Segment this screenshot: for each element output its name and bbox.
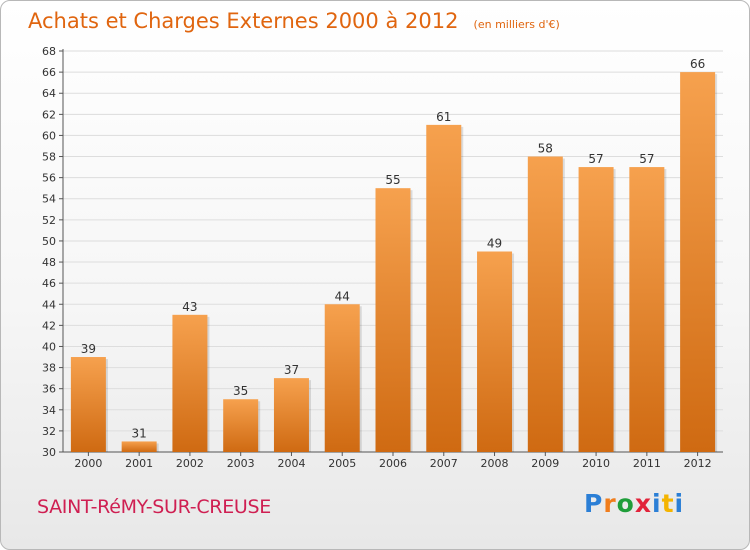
data-label-2010: 57 — [588, 152, 603, 166]
x-tick-label-2008: 2008 — [481, 457, 509, 470]
data-label-2012: 66 — [690, 57, 705, 71]
y-tick-label: 62 — [42, 108, 56, 121]
x-tick-label-2010: 2010 — [582, 457, 610, 470]
y-tick-label: 44 — [42, 298, 56, 311]
y-tick-label: 54 — [42, 193, 56, 206]
y-tick-label: 32 — [42, 425, 56, 438]
bar-2001 — [121, 441, 157, 452]
brand-letter: t — [661, 489, 675, 518]
x-tick-label-2003: 2003 — [227, 457, 255, 470]
chart-subtitle: (en milliers d'€) — [473, 18, 560, 31]
data-label-2008: 49 — [487, 237, 502, 251]
x-tick-label-2000: 2000 — [74, 457, 102, 470]
brand-letter: i — [674, 489, 685, 518]
y-tick-label: 68 — [42, 45, 56, 58]
y-tick-label: 58 — [42, 151, 56, 164]
brand-letter: x — [634, 489, 652, 518]
data-label-2003: 35 — [233, 384, 248, 398]
brand-letter: o — [616, 489, 635, 518]
data-label-2007: 61 — [436, 110, 451, 124]
bar-2008 — [477, 251, 513, 452]
x-tick-label-2001: 2001 — [125, 457, 153, 470]
y-tick-label: 66 — [42, 66, 56, 79]
bar-2002 — [172, 314, 208, 452]
y-tick-label: 40 — [42, 340, 56, 353]
place-name: SAINT-RéMY-SUR-CREUSE — [37, 496, 271, 518]
bar-2010 — [578, 167, 614, 452]
data-label-2000: 39 — [81, 342, 96, 356]
y-tick-label: 34 — [42, 404, 56, 417]
y-tick-label: 60 — [42, 129, 56, 142]
bar-2003 — [223, 399, 259, 452]
y-tick-label: 36 — [42, 383, 56, 396]
data-label-2002: 43 — [182, 300, 197, 314]
y-tick-label: 48 — [42, 256, 56, 269]
proxiti-logo[interactable]: Proxiti — [584, 489, 684, 518]
y-tick-label: 42 — [42, 319, 56, 332]
bar-2007 — [426, 124, 462, 453]
data-label-2001: 31 — [132, 426, 147, 440]
x-tick-label-2005: 2005 — [328, 457, 356, 470]
label-layer: 39 31 43 35 37 44 55 61 49 58 57 57 66 — [81, 57, 706, 440]
data-label-2004: 37 — [284, 363, 299, 377]
bar-layer — [70, 72, 718, 453]
brand-letter: P — [584, 489, 604, 518]
data-label-2005: 44 — [335, 289, 350, 303]
brand-letter: r — [603, 489, 617, 518]
y-tick-label: 64 — [42, 87, 56, 100]
data-label-2011: 57 — [639, 152, 654, 166]
bar-2011 — [629, 167, 665, 452]
data-label-2009: 58 — [538, 142, 553, 156]
brand-letter: i — [652, 489, 662, 518]
bar-2004 — [273, 378, 309, 452]
y-tick-label: 30 — [42, 446, 56, 459]
chart-title: Achats et Charges Externes 2000 à 2012 — [28, 9, 459, 33]
x-tick-label-2012: 2012 — [684, 457, 712, 470]
x-tick-label-2006: 2006 — [379, 457, 407, 470]
data-label-2006: 55 — [385, 173, 400, 187]
x-tick-label-2011: 2011 — [633, 457, 661, 470]
bar-2009 — [527, 156, 563, 453]
y-tick-label: 50 — [42, 235, 56, 248]
chart-header: Achats et Charges Externes 2000 à 2012 (… — [28, 9, 560, 33]
y-tick-label: 38 — [42, 362, 56, 375]
x-tick-label-2002: 2002 — [176, 457, 204, 470]
y-tick-label: 56 — [42, 172, 56, 185]
bar-2005 — [324, 304, 360, 452]
x-tick-label-2004: 2004 — [277, 457, 305, 470]
x-tick-label-2009: 2009 — [531, 457, 559, 470]
y-tick-label: 52 — [42, 214, 56, 227]
bar-2006 — [375, 188, 411, 452]
bar-2012 — [680, 72, 716, 453]
bar-2000 — [70, 357, 106, 452]
x-tick-label-2007: 2007 — [430, 457, 458, 470]
y-tick-label: 46 — [42, 277, 56, 290]
